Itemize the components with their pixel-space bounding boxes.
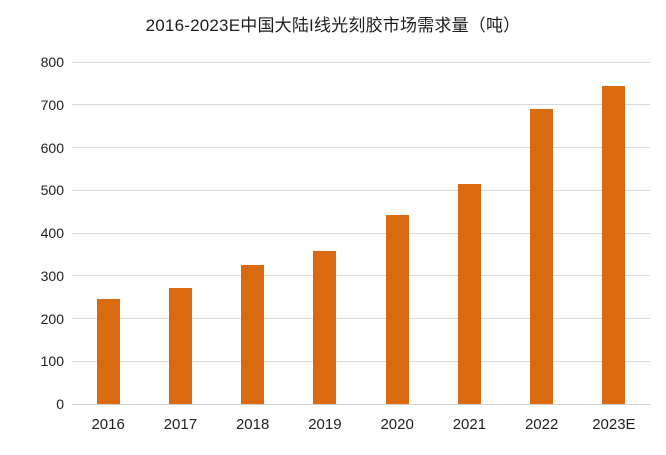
bar-2019 bbox=[313, 250, 337, 404]
x-tick-label-2018: 2018 bbox=[235, 416, 270, 433]
bar-slot-2018 bbox=[217, 62, 289, 404]
y-tick-label-500: 500 bbox=[40, 182, 64, 199]
x-tick-label-2023E: 2023E bbox=[592, 416, 636, 433]
x-tick-label-2020: 2020 bbox=[380, 416, 414, 433]
bar-slot-2016 bbox=[72, 62, 144, 404]
gridline bbox=[72, 147, 650, 148]
bar-slot-2022 bbox=[506, 62, 578, 404]
y-tick-label-400: 400 bbox=[40, 225, 64, 241]
gridline bbox=[72, 61, 650, 63]
bar-series bbox=[72, 62, 650, 404]
y-tick-label-800: 800 bbox=[40, 54, 64, 70]
gridline bbox=[72, 189, 650, 191]
y-tick-label-300: 300 bbox=[40, 267, 64, 284]
gridline bbox=[72, 275, 650, 277]
bar-slot-2023E bbox=[578, 62, 650, 404]
gridline bbox=[72, 360, 650, 362]
bar-2017 bbox=[168, 287, 192, 404]
y-axis: 0 100 200 300 400 500 600 700 800 bbox=[0, 54, 64, 412]
bar-2016 bbox=[96, 299, 120, 404]
chart-title: 2016-2023E中国大陆I线光刻胶市场需求量（吨） bbox=[145, 16, 521, 35]
bar-2020 bbox=[385, 215, 409, 404]
x-tick-label-2019: 2019 bbox=[308, 416, 342, 433]
bar-2021 bbox=[457, 183, 481, 404]
x-tick-label-2016: 2016 bbox=[91, 416, 125, 433]
y-tick-label-100: 100 bbox=[40, 353, 64, 370]
bar-slot-2017 bbox=[144, 62, 216, 404]
y-tick-label-700: 700 bbox=[40, 96, 64, 113]
plot-area bbox=[72, 61, 650, 405]
gridline bbox=[72, 232, 650, 234]
y-tick-label-600: 600 bbox=[40, 139, 64, 156]
y-tick-label-0: 0 bbox=[56, 396, 64, 412]
x-tick-label-2017: 2017 bbox=[163, 416, 198, 433]
x-axis-line bbox=[72, 404, 650, 405]
bar-slot-2021 bbox=[433, 62, 505, 404]
y-tick-label-200: 200 bbox=[40, 310, 64, 327]
bar-2022 bbox=[530, 109, 554, 404]
gridline bbox=[72, 318, 650, 319]
bar-2023E bbox=[602, 86, 626, 404]
x-axis: 2016 2017 2018 2019 2020 2021 2022 2023E bbox=[72, 416, 650, 433]
x-tick-label-2022: 2022 bbox=[524, 416, 559, 433]
bar-slot-2019 bbox=[289, 62, 361, 404]
gridline bbox=[72, 104, 650, 106]
bar-slot-2020 bbox=[361, 62, 433, 404]
x-tick-label-2021: 2021 bbox=[452, 416, 487, 433]
bar-2018 bbox=[241, 264, 265, 404]
